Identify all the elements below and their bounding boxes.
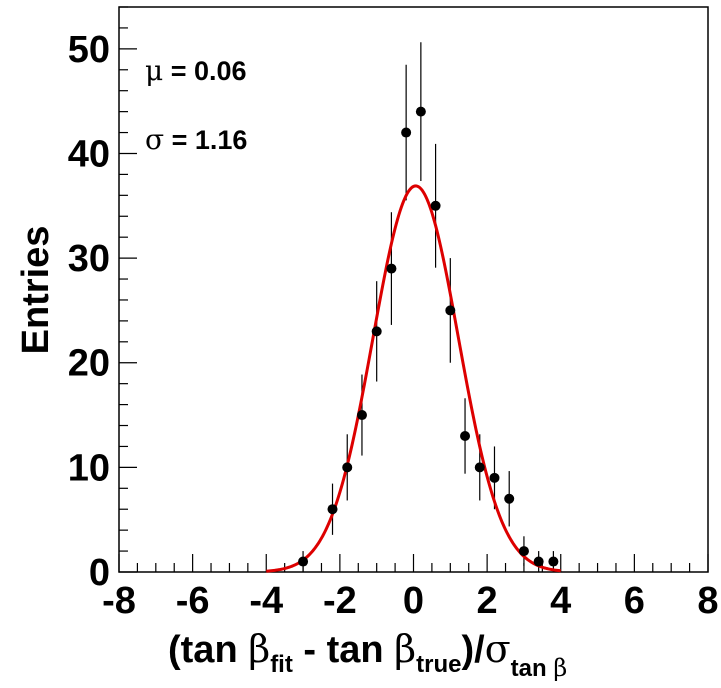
data-point	[342, 462, 353, 473]
y-tick-labels: 0 10 20 30 40 50	[68, 29, 110, 594]
data-point	[401, 127, 412, 138]
data-point	[504, 493, 515, 504]
x-label-sub-beta: β	[553, 654, 567, 682]
data-point	[371, 326, 382, 337]
x-tick-label: 0	[403, 580, 424, 622]
y-tick-label: 30	[68, 238, 110, 280]
data-point	[548, 556, 559, 567]
sigma-annotation: σ = 1.16	[145, 123, 247, 156]
data-point	[415, 106, 426, 117]
x-label-beta-1: β	[248, 627, 270, 671]
data-point	[356, 410, 367, 421]
sigma-value: = 1.16	[164, 125, 247, 155]
data-point	[298, 556, 309, 567]
x-tick-label: -2	[323, 580, 357, 622]
data-point	[386, 263, 397, 274]
mu-annotation: μ = 0.06	[145, 54, 247, 87]
tick-marks	[118, 6, 709, 573]
x-label-beta-2: β	[394, 627, 416, 671]
x-label-close: )/	[461, 629, 485, 671]
data-point	[474, 462, 485, 473]
y-tick-label: 20	[68, 343, 110, 385]
data-markers	[298, 106, 559, 567]
x-tick-label: 6	[624, 580, 645, 622]
data-point	[327, 504, 338, 515]
data-point	[533, 556, 544, 567]
y-tick-label: 10	[68, 447, 110, 489]
y-tick-label: 50	[68, 29, 110, 71]
x-tick-labels: -8 -6 -4 -2 0 2 4 6 8	[102, 580, 718, 622]
data-point	[430, 200, 441, 211]
plot-frame	[118, 6, 709, 573]
x-label-sub-tan: tan	[511, 655, 554, 682]
data-point	[460, 430, 471, 441]
x-tick-label: 8	[697, 580, 718, 622]
y-tick-label: 40	[68, 133, 110, 175]
x-tick-label: -6	[176, 580, 210, 622]
x-label-open: (tan	[168, 629, 248, 671]
x-tick-label: -4	[249, 580, 283, 622]
x-label-mid: - tan	[293, 629, 394, 671]
x-axis-label: (tan βfit - tan βtrue)/σtan β	[168, 627, 567, 682]
x-tick-label: -8	[102, 580, 136, 622]
mu-value: = 0.06	[163, 56, 246, 86]
data-point	[489, 472, 500, 483]
data-point	[518, 546, 529, 557]
x-tick-label: 2	[477, 580, 498, 622]
data-point	[445, 305, 456, 316]
x-tick-label: 4	[550, 580, 571, 622]
x-label-sigma: σ	[485, 627, 511, 671]
x-label-sub-true: true	[416, 651, 461, 678]
x-label-sub-fit: fit	[270, 651, 293, 678]
gaussian-fit-curve	[266, 184, 561, 573]
y-axis-label: Entries	[15, 226, 57, 355]
sigma-symbol: σ	[145, 123, 164, 156]
y-tick-label: 0	[89, 552, 110, 594]
mu-symbol: μ	[145, 54, 163, 87]
